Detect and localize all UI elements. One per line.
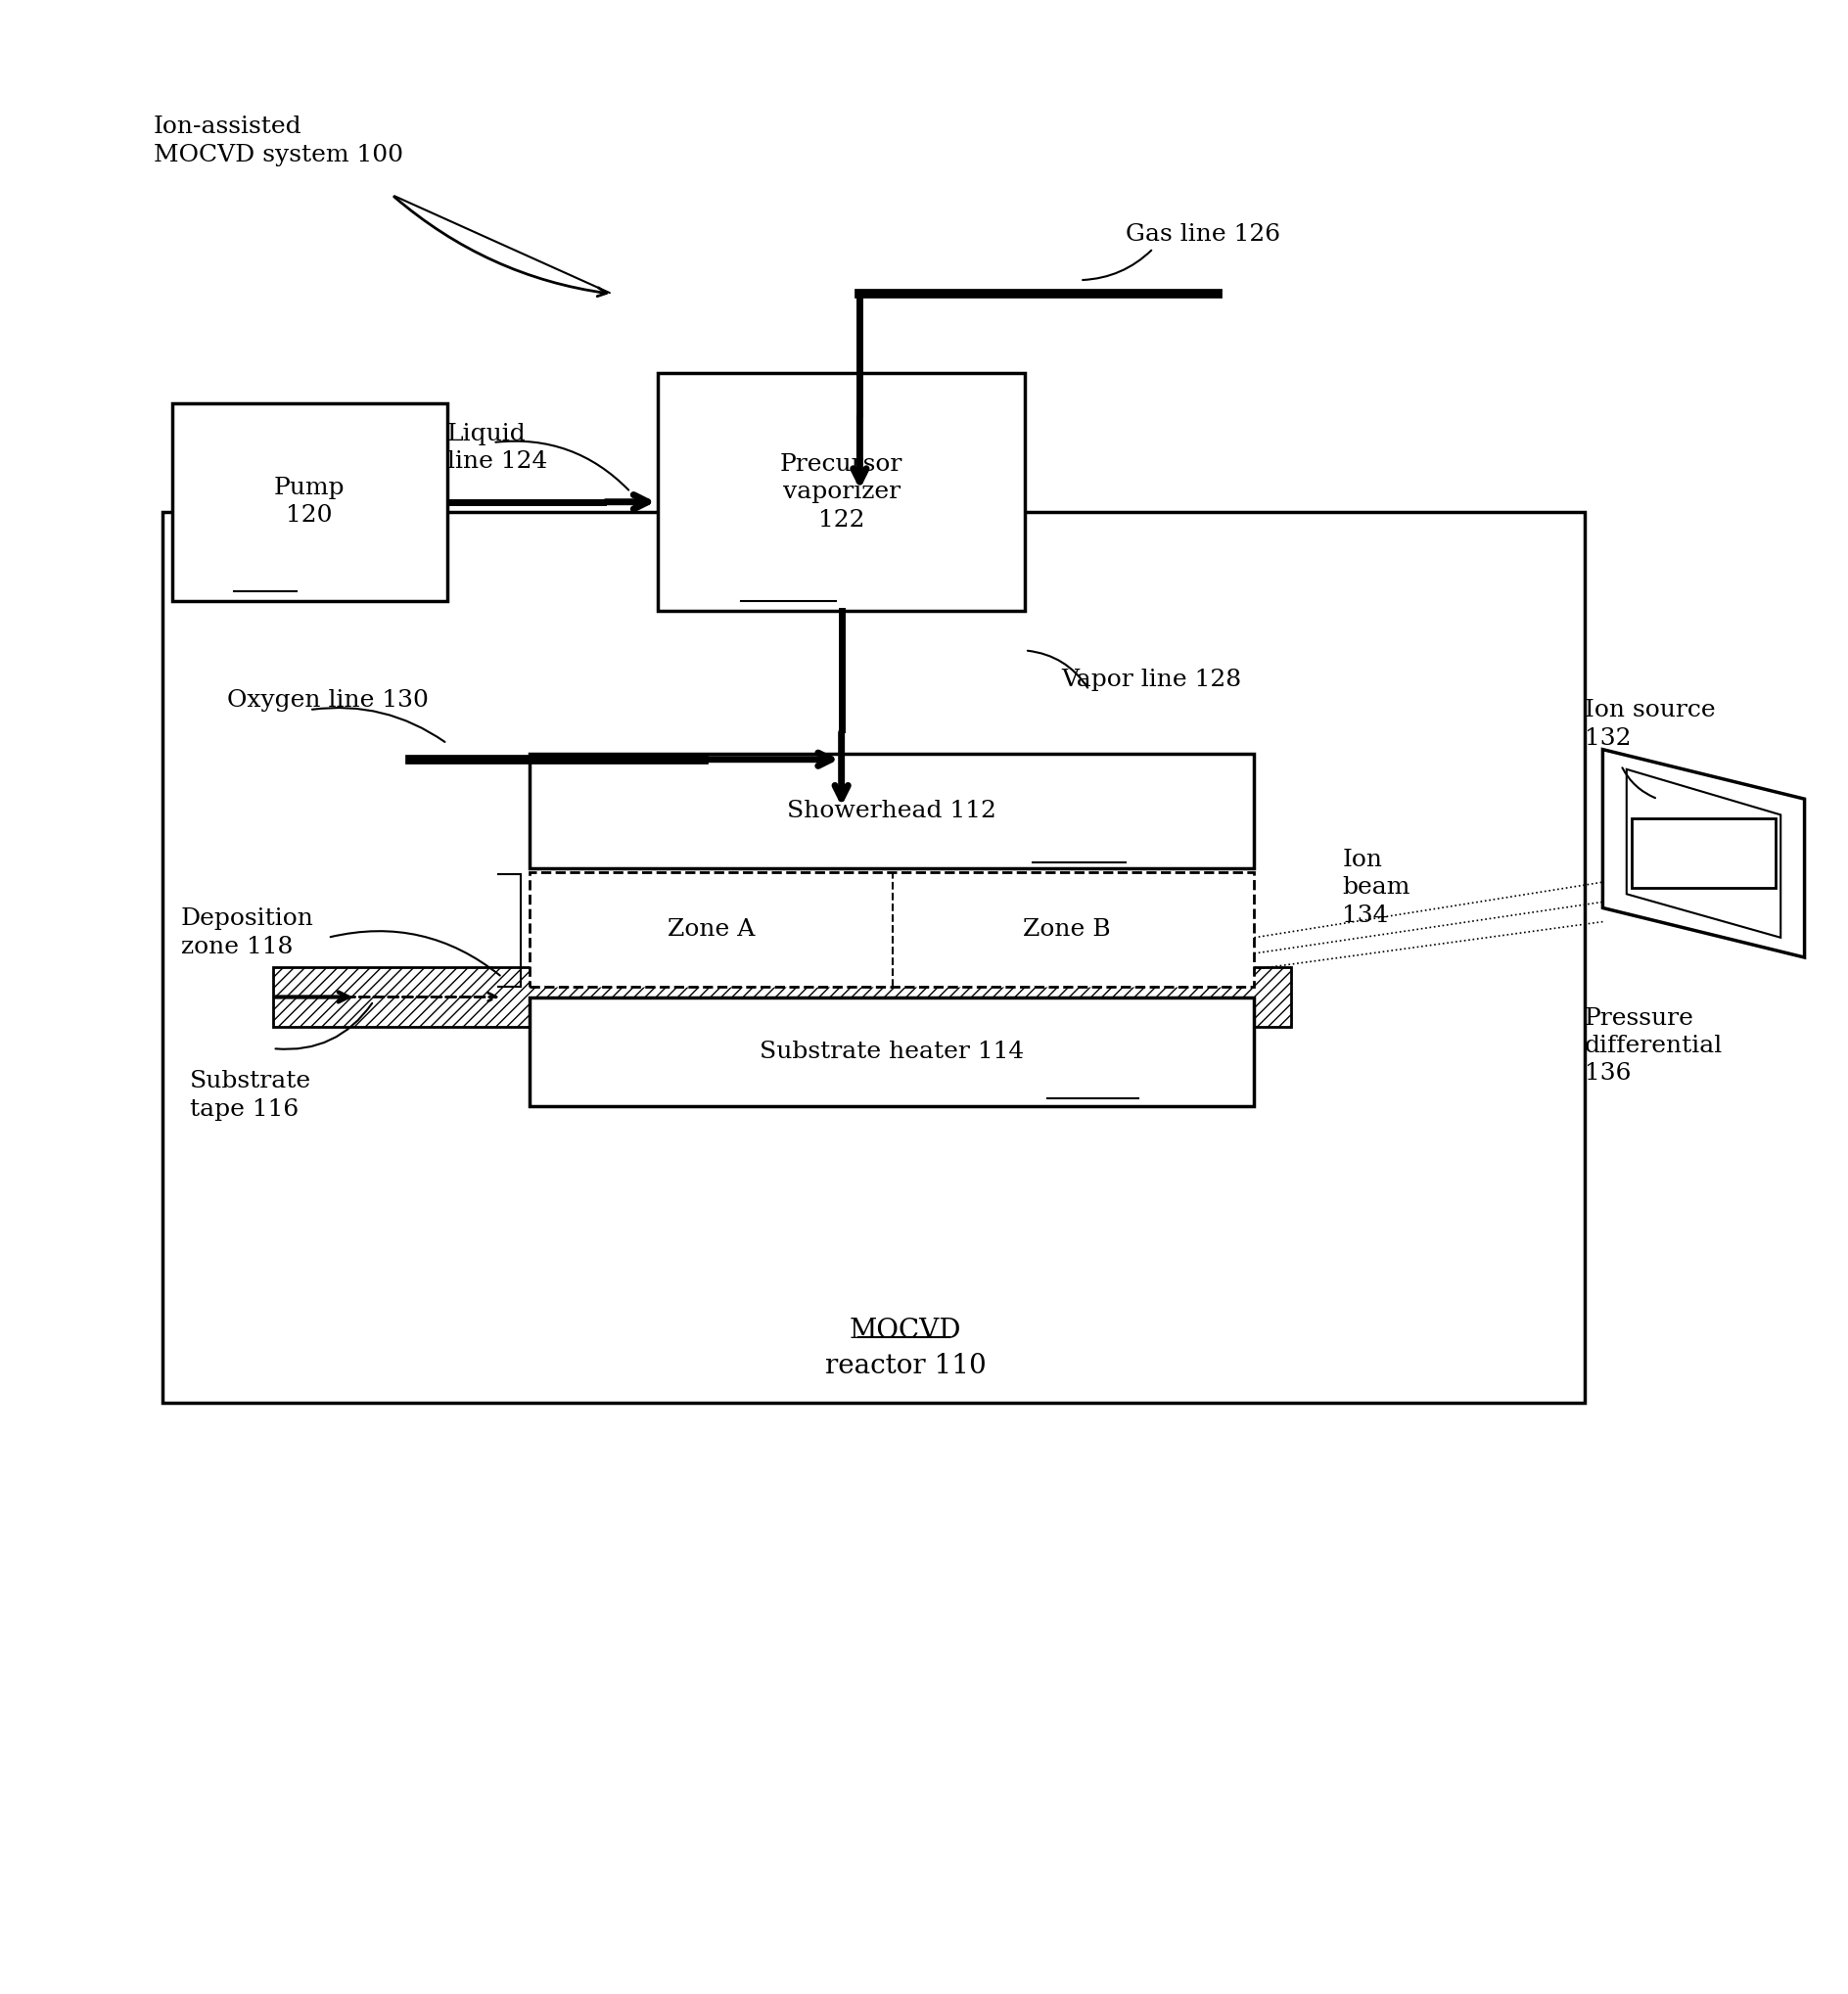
Text: Zone B: Zone B: [1024, 919, 1111, 941]
Text: Showerhead 112: Showerhead 112: [787, 800, 996, 822]
Text: Vapor line 128: Vapor line 128: [1061, 668, 1242, 692]
Text: Liquid
line 124: Liquid line 124: [447, 423, 547, 473]
Text: Pump
120: Pump 120: [274, 477, 346, 526]
Text: Substrate
tape 116: Substrate tape 116: [190, 1071, 312, 1121]
Text: Gas line 126: Gas line 126: [1125, 223, 1281, 245]
Polygon shape: [1602, 750, 1804, 957]
FancyBboxPatch shape: [530, 997, 1255, 1107]
Text: Deposition
zone 118: Deposition zone 118: [181, 907, 314, 959]
Text: Pressure
differential
136: Pressure differential 136: [1584, 1007, 1722, 1085]
Text: Substrate heater 114: Substrate heater 114: [760, 1041, 1024, 1063]
Text: Zone A: Zone A: [667, 919, 756, 941]
Polygon shape: [1626, 770, 1781, 937]
Text: Ion-assisted
MOCVD system 100: Ion-assisted MOCVD system 100: [153, 116, 403, 166]
FancyBboxPatch shape: [1632, 820, 1776, 887]
FancyBboxPatch shape: [530, 871, 1255, 987]
Text: Ion source
132: Ion source 132: [1584, 700, 1715, 750]
FancyBboxPatch shape: [530, 754, 1255, 867]
FancyBboxPatch shape: [274, 967, 1292, 1027]
Text: Oxygen line 130: Oxygen line 130: [227, 688, 429, 712]
Text: Ion
beam
134: Ion beam 134: [1342, 849, 1410, 927]
Text: MOCVD
reactor 110: MOCVD reactor 110: [824, 1318, 987, 1380]
Text: Precursor
vaporizer
122: Precursor vaporizer 122: [780, 453, 904, 530]
FancyBboxPatch shape: [163, 512, 1584, 1404]
FancyBboxPatch shape: [172, 403, 447, 600]
FancyBboxPatch shape: [658, 373, 1026, 610]
